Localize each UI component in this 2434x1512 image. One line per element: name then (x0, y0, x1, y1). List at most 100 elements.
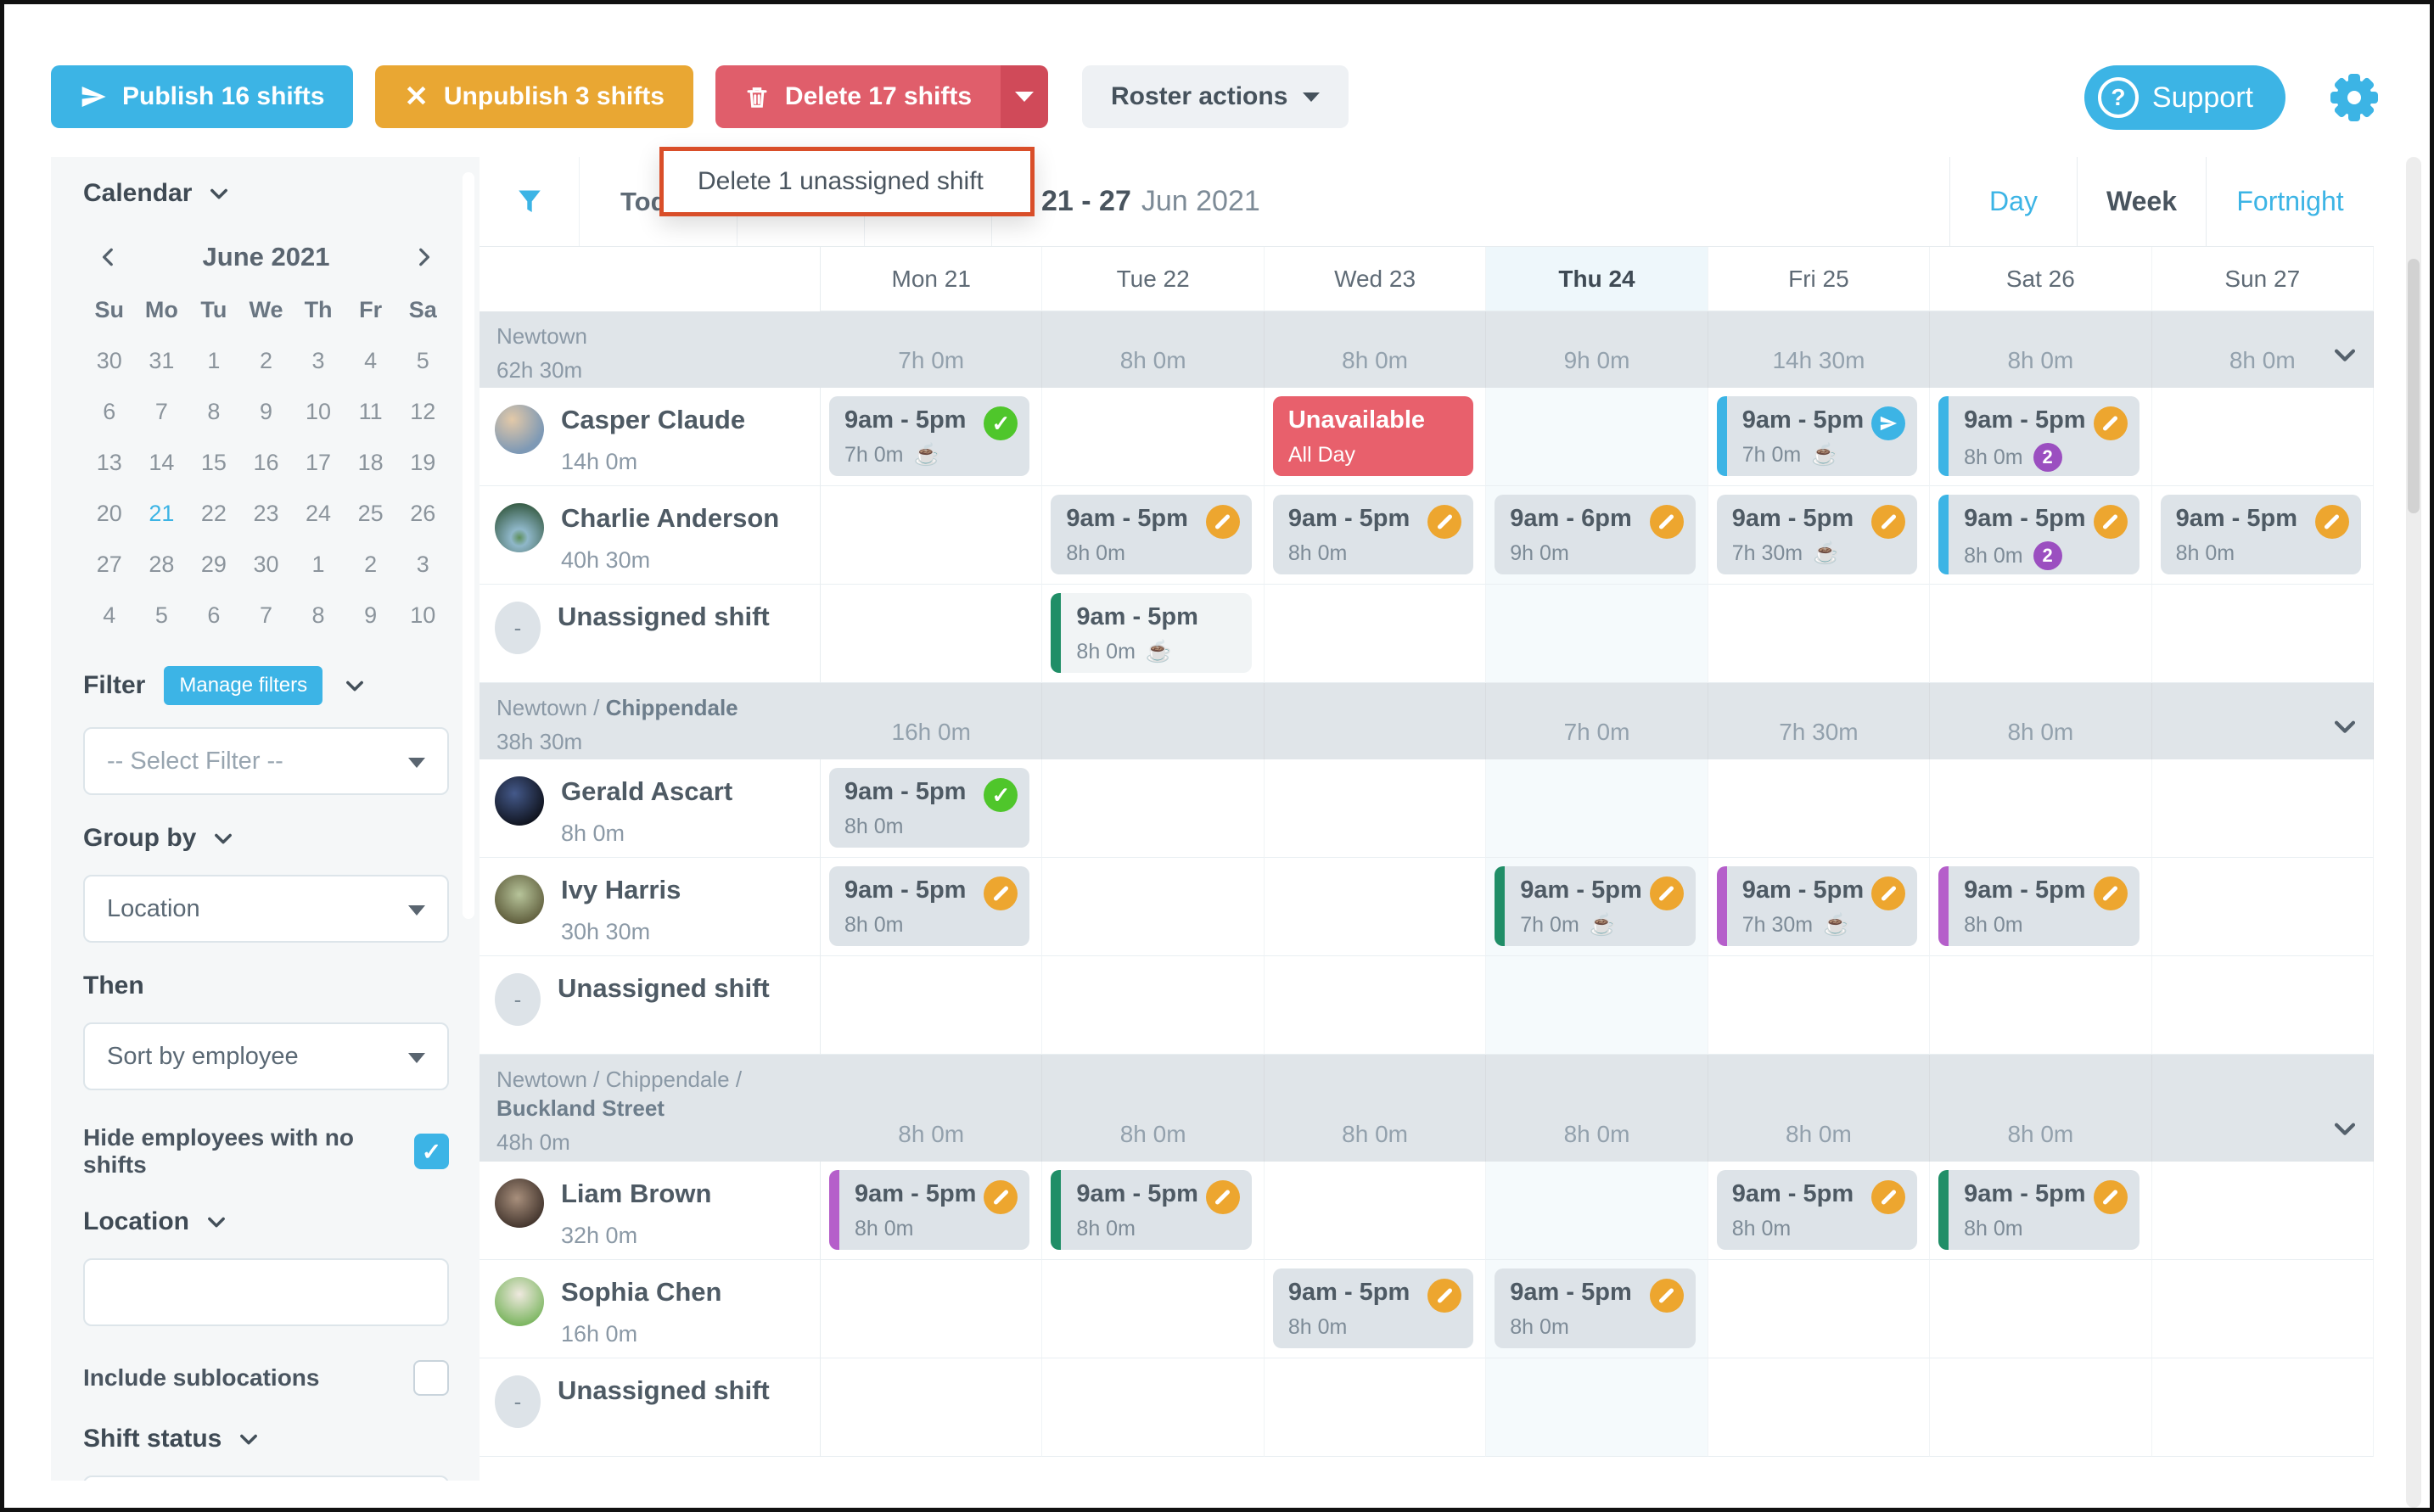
shift-chip[interactable]: 9am - 5pm 8h 0m (1716, 1170, 1918, 1250)
shift-cell[interactable] (1708, 1358, 1931, 1457)
delete-unassigned-menu-item[interactable]: Delete 1 unassigned shift (698, 167, 984, 195)
chevron-down-icon[interactable] (343, 674, 367, 697)
shift-status-select[interactable]: All (83, 1476, 449, 1481)
shift-cell[interactable] (1708, 585, 1931, 683)
shift-cell[interactable] (2151, 1162, 2374, 1260)
shift-cell[interactable] (2151, 1358, 2374, 1457)
delete-shifts-button[interactable]: Delete 17 shifts (715, 65, 1001, 128)
mini-calendar-day[interactable]: 10 (306, 398, 332, 424)
mini-calendar-day[interactable]: 18 (357, 449, 384, 475)
mini-calendar-day[interactable]: 27 (96, 551, 122, 577)
shift-cell[interactable] (1042, 1358, 1265, 1457)
mini-calendar-day[interactable]: 7 (259, 602, 272, 628)
shift-cell[interactable]: 9am - 5pm 8h 0m ✓ (821, 759, 1043, 858)
mini-calendar-day[interactable]: 14 (149, 449, 175, 475)
mini-calendar-day[interactable]: 23 (253, 500, 279, 526)
shift-cell[interactable] (1708, 759, 1931, 858)
shift-cell[interactable] (1930, 1260, 2152, 1358)
shift-cell[interactable] (1264, 956, 1487, 1055)
mini-calendar-day[interactable]: 16 (253, 449, 279, 475)
employee-cell[interactable]: - Unassigned shift (480, 1358, 821, 1457)
mini-calendar-day[interactable]: 3 (416, 551, 429, 577)
shift-chip[interactable]: 9am - 5pm 7h 0m ☕ (1495, 866, 1696, 946)
shift-chip[interactable]: 9am - 5pm 8h 0m (1051, 495, 1252, 574)
mini-calendar-day[interactable]: 31 (149, 347, 175, 373)
delete-dropdown-toggle[interactable] (1001, 65, 1048, 128)
shift-cell[interactable]: 9am - 5pm 8h 0m (1264, 486, 1487, 585)
employee-cell[interactable]: Gerald Ascart 8h 0m (480, 759, 821, 858)
shift-chip[interactable]: 9am - 5pm 8h 0m ☕ (1051, 593, 1252, 673)
mini-calendar-day[interactable]: 11 (358, 398, 383, 424)
shift-cell[interactable] (1708, 1260, 1931, 1358)
location-input[interactable] (83, 1258, 449, 1326)
publish-shifts-button[interactable]: Publish 16 shifts (51, 65, 354, 128)
employee-cell[interactable]: Sophia Chen 16h 0m (480, 1260, 821, 1358)
shift-cell[interactable]: 9am - 5pm 7h 0m ☕ (1486, 858, 1708, 956)
shift-cell[interactable] (821, 1358, 1043, 1457)
shift-cell[interactable] (1486, 759, 1708, 858)
mini-calendar-day[interactable]: 6 (207, 602, 221, 628)
mini-calendar-day[interactable]: 13 (96, 449, 122, 475)
shift-cell[interactable] (1264, 1358, 1487, 1457)
shift-cell[interactable] (1930, 1358, 2152, 1457)
shift-cell[interactable] (1486, 1162, 1708, 1260)
mini-calendar-day[interactable]: 12 (410, 398, 436, 424)
collapse-group-chevron-icon[interactable] (2330, 712, 2359, 741)
shift-chip[interactable]: 9am - 5pm 7h 30m ☕ (1716, 866, 1918, 946)
shift-cell[interactable]: 9am - 5pm 8h 0m (821, 1162, 1043, 1260)
mini-calendar-day[interactable]: 1 (311, 551, 325, 577)
employee-cell[interactable]: Casper Claude 14h 0m (480, 388, 821, 486)
shift-cell[interactable] (1042, 1260, 1265, 1358)
shift-chip[interactable]: 9am - 5pm 8h 0m (1938, 1170, 2140, 1250)
mini-calendar-day[interactable]: 8 (311, 602, 325, 628)
mini-calendar-day[interactable]: 20 (96, 500, 122, 526)
shift-cell[interactable] (1930, 585, 2152, 683)
mini-calendar-day[interactable]: 8 (207, 398, 221, 424)
shift-chip[interactable]: 9am - 5pm 8h 0m (1938, 866, 2140, 946)
mini-calendar-day[interactable]: 26 (410, 500, 436, 526)
mini-calendar-day[interactable]: 4 (103, 602, 116, 628)
mini-calendar-day[interactable]: 2 (364, 551, 378, 577)
group-by-select[interactable]: Location (83, 875, 449, 943)
hide-employees-checkbox[interactable]: ✓ (414, 1134, 449, 1169)
shift-cell[interactable] (2151, 858, 2374, 956)
sidebar-scrollbar[interactable] (463, 172, 474, 919)
mini-calendar-day[interactable]: 5 (154, 602, 168, 628)
shift-cell[interactable]: 9am - 5pm 8h 0m 2 (1930, 388, 2152, 486)
collapse-group-chevron-icon[interactable] (2330, 1114, 2359, 1143)
shift-cell[interactable] (1486, 1358, 1708, 1457)
shift-cell[interactable] (1042, 956, 1265, 1055)
unavailable-chip[interactable]: Unavailable All Day (1272, 396, 1474, 476)
mini-calendar-day[interactable]: 15 (200, 449, 227, 475)
shift-cell[interactable]: 9am - 5pm 8h 0m ☕ (1042, 585, 1265, 683)
employee-cell[interactable]: Charlie Anderson 40h 30m (480, 486, 821, 585)
mini-calendar-day[interactable]: 1 (207, 347, 221, 373)
prev-month-icon[interactable] (92, 246, 126, 268)
roster-actions-button[interactable]: Roster actions (1082, 65, 1349, 128)
mini-calendar-day[interactable]: 3 (311, 347, 325, 373)
mini-calendar-day[interactable]: 30 (96, 347, 122, 373)
shift-chip[interactable]: 9am - 5pm 7h 0m ☕ (1716, 396, 1918, 476)
shift-cell[interactable]: 9am - 5pm 8h 0m (2151, 486, 2374, 585)
shift-cell[interactable]: 9am - 5pm 8h 0m (1042, 486, 1265, 585)
include-sublocations-checkbox[interactable] (413, 1360, 449, 1396)
shift-cell[interactable] (1486, 388, 1708, 486)
tab-week[interactable]: Week (2077, 157, 2206, 246)
shift-chip[interactable]: 9am - 6pm 9h 0m (1495, 495, 1696, 574)
sort-by-select[interactable]: Sort by employee (83, 1022, 449, 1090)
mini-calendar-day[interactable]: 30 (253, 551, 279, 577)
shift-cell[interactable]: 9am - 5pm 8h 0m (1708, 1162, 1931, 1260)
unpublish-shifts-button[interactable]: ✕ Unpublish 3 shifts (375, 65, 693, 128)
mini-calendar-day[interactable]: 22 (200, 500, 227, 526)
shift-cell[interactable] (821, 585, 1043, 683)
manage-filters-button[interactable]: Manage filters (164, 666, 323, 705)
shift-chip[interactable]: 9am - 5pm 7h 0m ☕ ✓ (829, 396, 1030, 476)
support-button[interactable]: ? Support (2083, 65, 2285, 130)
main-scrollbar-thumb[interactable] (2408, 259, 2420, 513)
shift-chip[interactable]: 9am - 5pm 8h 0m (2160, 495, 2361, 574)
shift-cell[interactable] (1264, 585, 1487, 683)
shift-cell[interactable] (821, 486, 1043, 585)
employee-cell[interactable]: Liam Brown 32h 0m (480, 1162, 821, 1260)
filter-toggle-button[interactable] (480, 157, 580, 246)
shift-cell[interactable]: 9am - 5pm 8h 0m (1486, 1260, 1708, 1358)
